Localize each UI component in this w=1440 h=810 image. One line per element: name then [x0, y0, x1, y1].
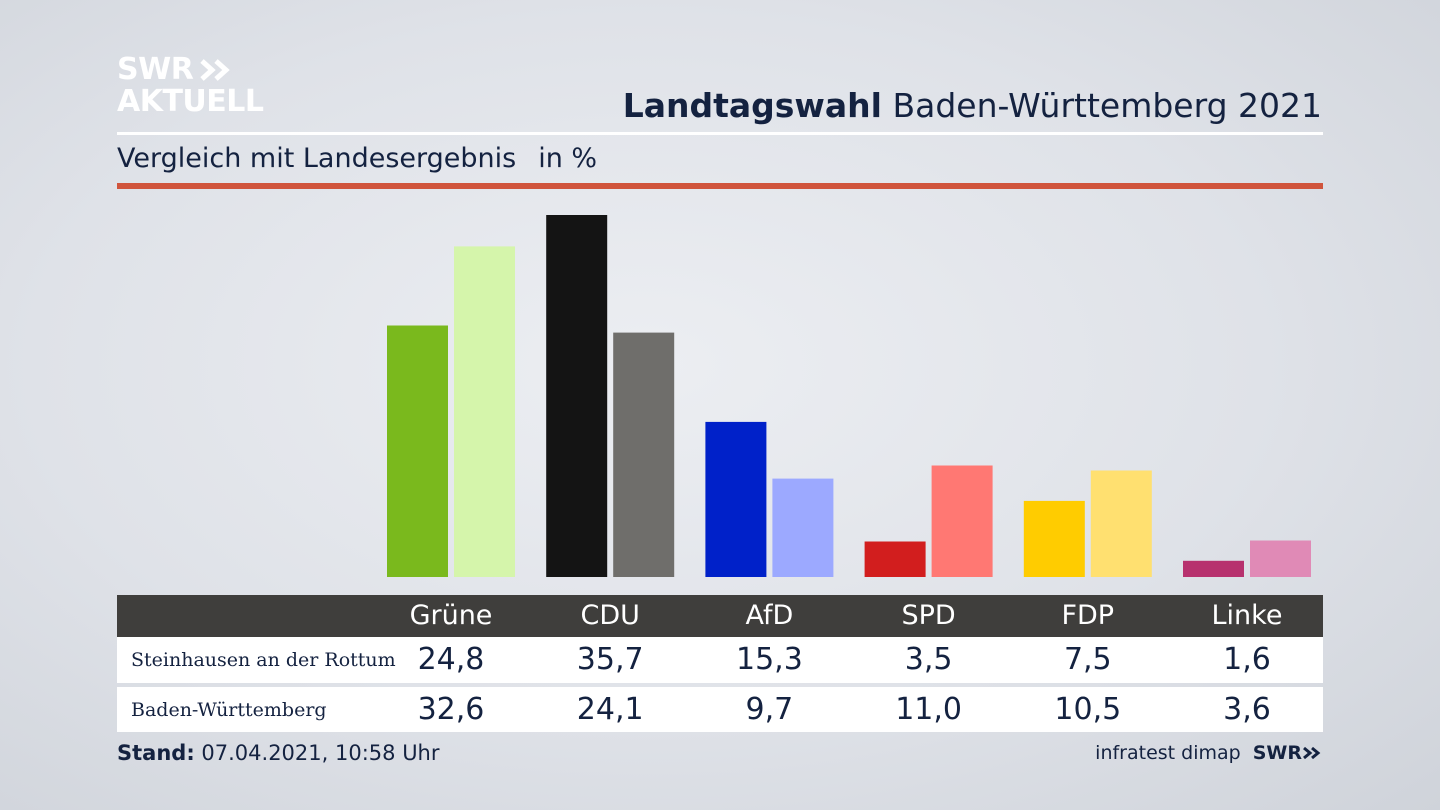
bar-afd-local — [705, 421, 767, 577]
logo-line-1: SWR — [117, 52, 194, 87]
table-cell: 11,0 — [895, 692, 962, 727]
column-header: FDP — [1061, 600, 1115, 631]
column-header: Linke — [1211, 600, 1283, 631]
table-cell: 15,3 — [735, 642, 803, 677]
bar-chart — [387, 215, 1311, 577]
table-cell: 9,7 — [745, 692, 794, 727]
table-cell: 7,5 — [1063, 642, 1112, 677]
logo-line-2: AKTUELL — [117, 84, 264, 119]
table-header: Grüne CDU AfD SPD FDP Linke — [117, 595, 1323, 637]
row-label-state: Baden-Württemberg — [131, 699, 327, 721]
table-cell: 24,1 — [576, 692, 644, 727]
table-row: Steinhausen an der Rottum 24,8 35,7 15,3 3,… — [117, 637, 1323, 683]
results-table: Grüne CDU AfD SPD FDP Linke Steinhausen an de… — [117, 595, 1323, 732]
column-header: AfD — [745, 600, 794, 631]
column-header: SPD — [901, 600, 956, 631]
timestamp: Stand: 07.04.2021, 10:58 Uhr — [117, 741, 440, 765]
bar-fdp-state — [1090, 470, 1152, 577]
bar-cdu-state — [613, 332, 675, 577]
chart-subtitle: Vergleich mit Landesergebnis in % — [117, 143, 597, 174]
unit-label: in % — [538, 143, 598, 174]
table-row: Baden-Württemberg 32,6 24,1 9,7 11,0 10,5 3,6 — [117, 687, 1323, 732]
table-cell: 3,5 — [904, 642, 953, 677]
table-cell: 35,7 — [576, 642, 644, 677]
bar-linke-local — [1183, 560, 1244, 577]
swr-aktuell-logo: SWR AKTUELL — [117, 54, 264, 118]
stand-value: 07.04.2021, 10:58 Uhr — [201, 741, 440, 765]
table-cell: 1,6 — [1223, 642, 1271, 677]
bar-cdu-local — [546, 215, 608, 577]
bar-grne-state — [454, 246, 515, 577]
stand-label: Stand: — [117, 741, 195, 765]
column-header: Grüne — [409, 600, 493, 631]
source-text: infratest dimap — [1095, 742, 1241, 764]
table-cell: 3,6 — [1223, 692, 1271, 727]
table-cell: 24,8 — [417, 642, 485, 677]
bar-afd-state — [772, 478, 834, 577]
swr-footer-text: SWR — [1252, 742, 1302, 764]
table-cell: 32,6 — [417, 692, 485, 727]
accent-divider — [117, 183, 1323, 189]
bar-fdp-local — [1023, 500, 1085, 577]
title-rest: Baden-Württemberg 2021 — [892, 86, 1322, 125]
row-label-local: Steinhausen an der Rottum — [131, 649, 396, 671]
source-credit: infratest dimap SWR — [1095, 742, 1322, 764]
title-bold: Landtagswahl — [622, 86, 882, 125]
bar-linke-state — [1250, 540, 1311, 577]
double-chevron-icon — [200, 59, 231, 81]
column-header: CDU — [580, 600, 640, 631]
bar-spd-local — [864, 541, 926, 577]
double-chevron-icon — [1303, 746, 1321, 760]
bar-spd-state — [931, 465, 993, 577]
subtitle-text: Vergleich mit Landesergebnis — [117, 143, 517, 174]
bar-grne-local — [387, 325, 448, 577]
table-cell: 10,5 — [1054, 692, 1122, 727]
header-divider — [117, 132, 1323, 135]
swr-footer-logo: SWR — [1253, 742, 1322, 764]
page-title: Landtagswahl Baden-Württemberg 2021 — [623, 86, 1322, 125]
